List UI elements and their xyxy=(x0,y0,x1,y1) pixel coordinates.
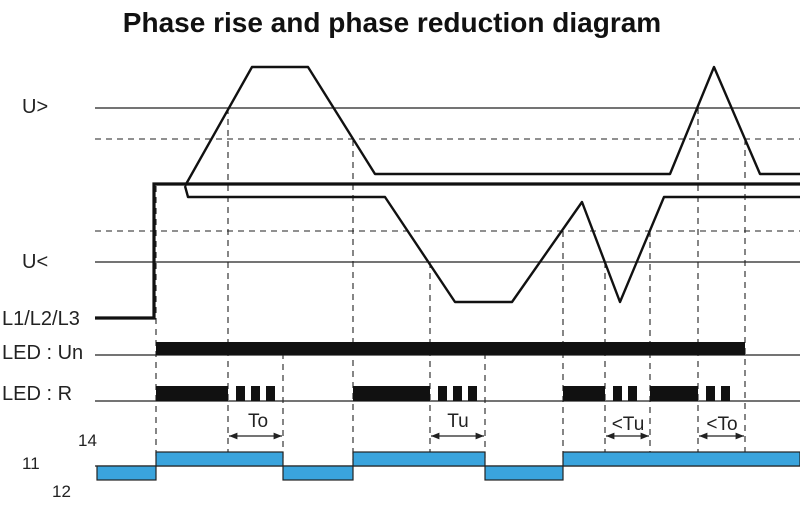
event-markers xyxy=(155,108,746,460)
tu-delay-label: Tu xyxy=(447,411,468,432)
phase-rise-waveform xyxy=(183,65,800,187)
relay-contact-states xyxy=(96,451,800,481)
contact-14-label: 14 xyxy=(78,431,97,450)
supply-voltage-line xyxy=(95,182,800,320)
led-r-label: LED : R xyxy=(2,383,72,405)
led-r-indicator xyxy=(156,386,730,401)
to-delay-label: To xyxy=(248,411,268,432)
lt-tu-delay-label: <Tu xyxy=(612,414,645,435)
led-un-label: LED : Un xyxy=(2,342,83,364)
lt-to-delay-label: <To xyxy=(706,414,737,435)
contact-11-label: 11 xyxy=(22,454,40,473)
u-high-label: U> xyxy=(22,96,48,118)
diagram-title: Phase rise and phase reduction diagram xyxy=(123,7,661,38)
led-un-on-bar xyxy=(156,342,745,355)
contact-12-label: 12 xyxy=(52,482,71,501)
u-low-label: U< xyxy=(22,251,48,273)
supply-label: L1/L2/L3 xyxy=(2,308,80,330)
phase-reduction-waveform xyxy=(183,185,800,304)
